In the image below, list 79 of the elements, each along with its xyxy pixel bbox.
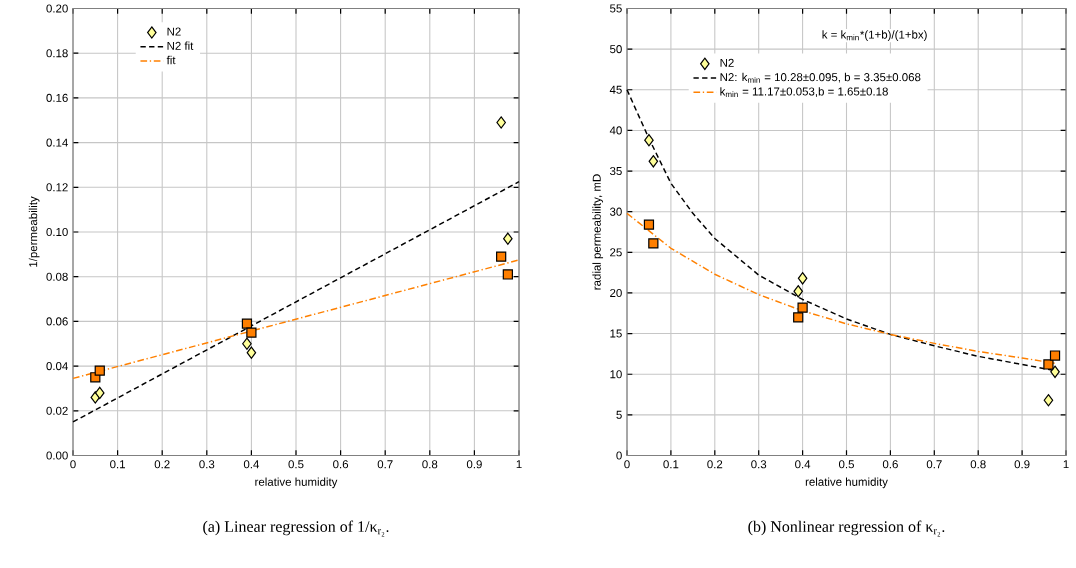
point	[644, 134, 654, 147]
y-tick-label: 0.04	[46, 362, 68, 371]
point	[1049, 350, 1061, 361]
point	[246, 346, 257, 360]
y-axis-title: radial permeability, mD	[592, 174, 604, 290]
y-axis-title: 1/permeability	[28, 196, 40, 268]
x-tick-label: 0.4	[243, 460, 260, 469]
text: (a) Linear regression of 1/κ$_{r₂}$.	[203, 520, 389, 537]
legend-label: N2: k$_{min}$ = 10.28±0.095, b = 3.35±0.068	[720, 73, 921, 84]
x-tick-label: 0.5	[288, 460, 304, 469]
y-tick-label: 0.00	[46, 451, 68, 460]
point	[797, 302, 808, 313]
point	[1043, 359, 1054, 370]
x-tick-label: 1	[516, 460, 522, 469]
legend-label: k$_{min}$ = 11.17±0.053,b = 1.65±0.18	[720, 87, 888, 98]
legend-label: N2	[167, 27, 181, 36]
y-tick-label: 10	[610, 370, 622, 379]
x-tick-label: 0.3	[751, 460, 767, 469]
y-tick-label: 15	[610, 329, 622, 338]
x-tick-label: 0.8	[422, 460, 438, 469]
point	[94, 365, 105, 376]
x-tick-label: 0.7	[926, 460, 942, 469]
x-tick-label: 0.4	[795, 460, 811, 469]
point	[1043, 394, 1054, 407]
x-tick-label: 0.9	[1014, 460, 1030, 469]
legend-label: N2 fit	[167, 41, 194, 51]
y-tick-label: 55	[610, 4, 622, 13]
y-tick-label: 0.20	[46, 4, 68, 13]
legend-label: N2	[720, 59, 734, 68]
y-tick-label: 0.16	[46, 94, 68, 103]
x-tick-label: 0.6	[882, 460, 898, 469]
x-axis-title: relative humidity	[255, 477, 338, 489]
x-tick-label: 0.3	[199, 460, 215, 469]
x-tick-label: 0	[70, 460, 76, 469]
point	[793, 312, 804, 323]
y-tick-label: 0.10	[46, 228, 68, 237]
x-tick-label: 0.7	[377, 460, 393, 469]
text: (b) Nonlinear regression of κ$_{r₂}$.	[748, 520, 945, 537]
y-tick-label: 0.18	[46, 49, 68, 58]
x-tick-label: 0.2	[707, 460, 723, 469]
point	[503, 232, 513, 246]
point	[643, 219, 655, 231]
x-tick-label: 0.5	[838, 460, 854, 469]
y-tick-label: 5	[616, 411, 622, 420]
point	[242, 337, 252, 351]
x-tick-label: 1	[1063, 460, 1069, 469]
x-tick-label: 0.8	[970, 460, 986, 469]
y-tick-label: 0.08	[46, 272, 68, 282]
y-tick-label: 0.06	[46, 317, 68, 326]
point	[94, 386, 105, 400]
x-tick-label: 0	[624, 460, 630, 469]
x-tick-label: 0.1	[110, 460, 126, 469]
legend-title: k = k$_{min}$*(1+b)/(1+bx)	[822, 30, 927, 42]
y-tick-label: 40	[609, 126, 622, 135]
point	[502, 269, 513, 280]
y-tick-label: 0.14	[46, 138, 68, 147]
point	[648, 155, 659, 168]
y-tick-label: 25	[610, 248, 622, 257]
legend-label: fit	[166, 56, 176, 65]
x-tick-label: 0.1	[663, 460, 679, 469]
y-tick-label: 20	[610, 289, 622, 298]
y-tick-label: 45	[609, 86, 622, 95]
x-tick-label: 0.2	[154, 460, 170, 469]
y-tick-label: 50	[610, 45, 622, 54]
point	[797, 272, 808, 285]
y-tick-label: 0	[616, 451, 622, 460]
point	[496, 116, 506, 129]
x-tick-label: 0.9	[466, 460, 482, 469]
point	[246, 327, 257, 338]
y-tick-label: 35	[609, 167, 622, 176]
y-tick-label: 0.02	[46, 406, 68, 416]
point	[241, 318, 253, 330]
y-tick-label: 0.12	[46, 183, 68, 192]
y-tick-label: 30	[609, 207, 622, 216]
point	[496, 251, 507, 262]
point	[648, 238, 659, 249]
point	[793, 285, 804, 298]
x-tick-label: 0.6	[333, 460, 349, 469]
x-axis-title: relative humidity	[805, 477, 888, 489]
